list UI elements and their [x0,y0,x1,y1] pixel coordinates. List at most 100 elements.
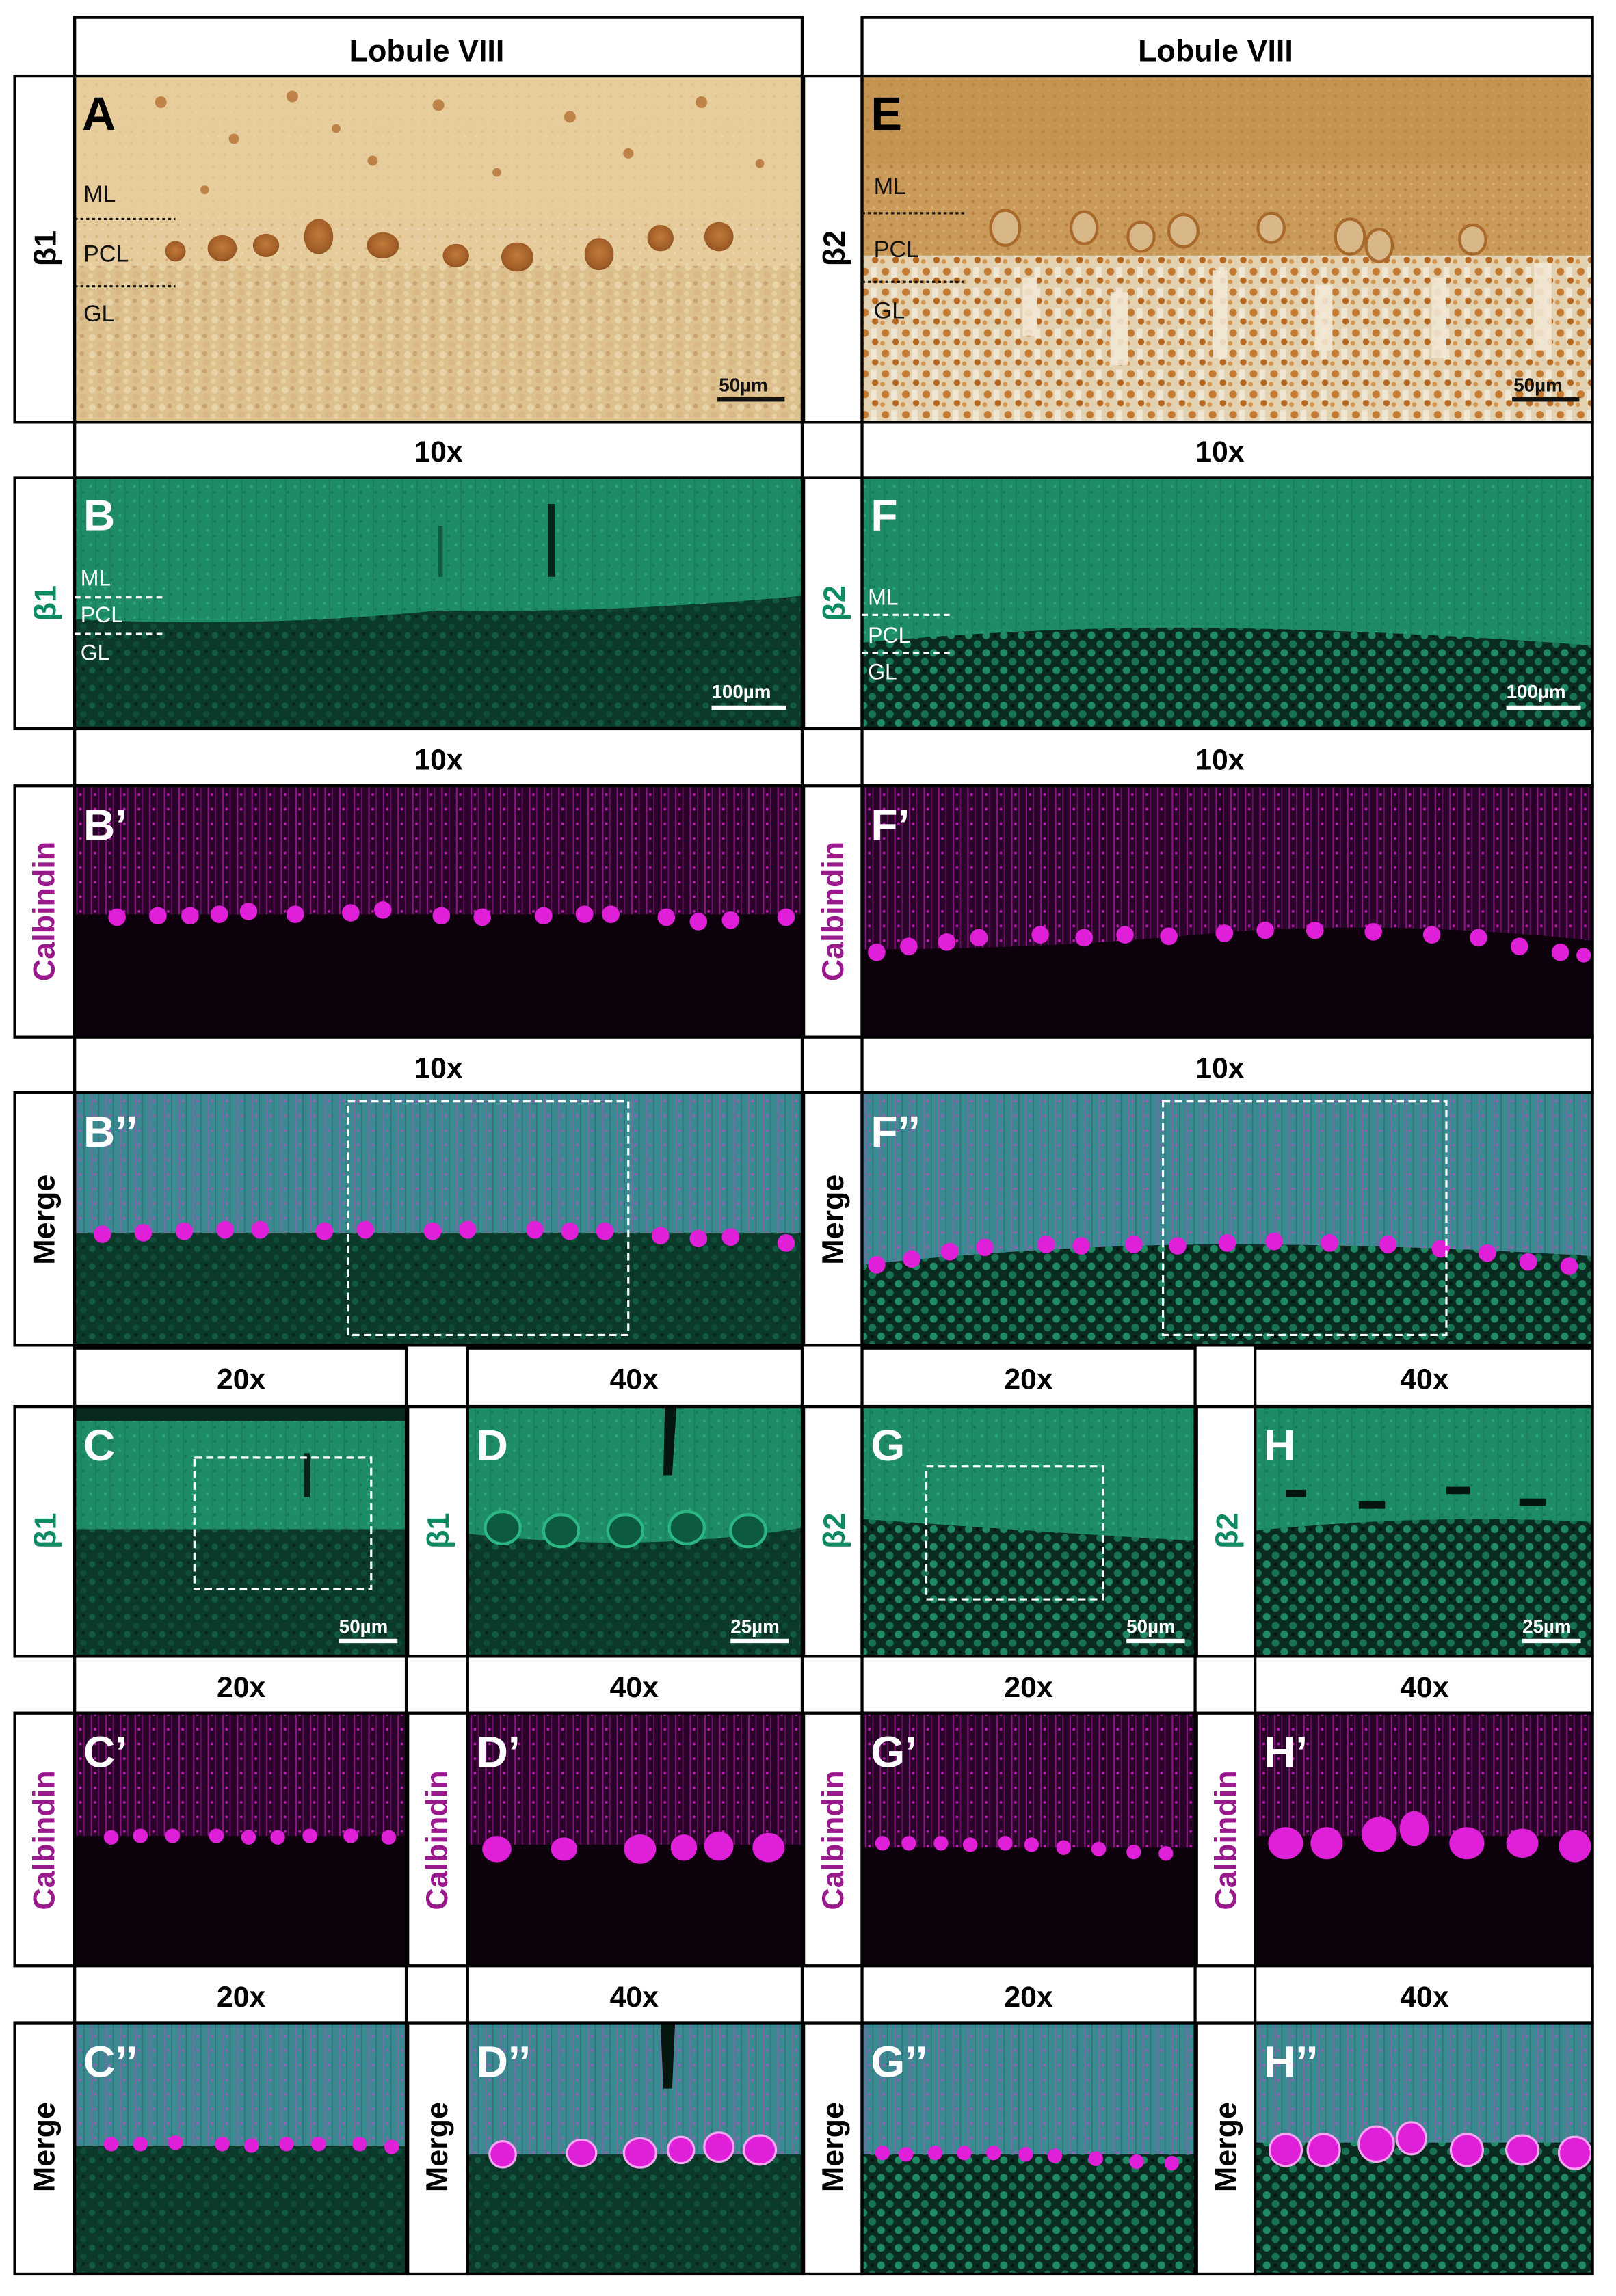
mag-40x-h: 40x [1400,1363,1449,1396]
panel-letter-f: F [871,490,897,539]
side-label-beta1-d: β1 [421,1513,455,1549]
layer-label-gl-e: GL [874,298,905,324]
side-label-beta2-g: β2 [817,1513,851,1549]
panel-letter-f2: F’’ [871,1107,920,1156]
mag-40x-h2: 40x [1400,1981,1449,2014]
mag-10x-f: 10x [1195,436,1245,468]
layer-label-pcl-e: PCL [874,237,919,263]
mag-40x-d2: 40x [610,1981,659,2014]
panel-letter-b: B [83,490,115,539]
panel-letter-b2: B’’ [83,1107,138,1156]
panel-d-image [467,1406,802,1657]
panel-a-image [75,76,802,423]
layer-label-gl-b: GL [81,641,110,665]
panel-d2-image [467,2023,802,2274]
layer-label-pcl-f: PCL [868,623,910,648]
side-label-merge-g2: Merge [815,2102,850,2192]
panel-g2-image [862,2023,1195,2274]
mag-40x-h1: 40x [1400,1671,1449,1704]
side-label-merge-c2: Merge [26,2102,61,2192]
mag-20x-c1: 20x [217,1671,266,1704]
layer-label-ml-b: ML [81,566,111,591]
header-lobule-right: Lobule VIII [1138,34,1293,68]
panel-h1-image [1255,1713,1593,1966]
panel-letter-e: E [871,88,902,140]
scale-bar-label-h: 25µm [1522,1616,1572,1637]
scale-bar-label-a: 50µm [719,374,768,395]
mag-20x-g1: 20x [1004,1671,1053,1704]
panel-letter-h1: H’ [1264,1728,1308,1777]
layer-label-gl-f: GL [868,659,897,684]
layer-label-pcl-b: PCL [81,602,123,627]
mag-20x-c2: 20x [217,1981,266,2014]
layer-label-pcl-a: PCL [83,241,129,267]
panel-b-image [75,477,802,729]
panel-letter-a: A [82,88,116,140]
mag-20x-g2: 20x [1004,1981,1053,2014]
side-label-beta1-b: β1 [27,585,62,621]
panel-f1-image [862,786,1593,1037]
scale-bar-h [1522,1638,1581,1644]
scale-bar-g [1126,1638,1185,1644]
scale-bar-label-c: 50µm [339,1616,388,1637]
scale-bar-label-e: 50µm [1513,374,1563,395]
mag-10x-f1: 10x [1195,744,1245,777]
mag-40x-d: 40x [610,1363,659,1396]
side-label-calbindin-c1: Calbindin [26,1770,61,1910]
mag-10x-b2: 10x [414,1052,463,1084]
mag-20x-g: 20x [1004,1363,1053,1396]
panel-h-image [1255,1406,1593,1657]
panel-f2-image [862,1092,1593,1346]
panel-letter-h: H [1264,1421,1295,1470]
panel-letter-h2: H’’ [1264,2038,1319,2087]
panel-letter-c2: C’’ [83,2038,138,2087]
layer-label-gl-a: GL [83,301,115,327]
mag-10x-f2: 10x [1195,1052,1245,1084]
panel-letter-g: G [871,1421,905,1470]
side-label-calbindin-d1: Calbindin [419,1770,454,1910]
scale-bar-label-b: 100µm [712,681,771,702]
panel-g1-image [862,1713,1195,1966]
panel-letter-c: C [83,1421,115,1470]
panel-letter-d: D [477,1421,508,1470]
panel-letter-d2: D’’ [477,2038,531,2087]
panel-f-image [862,477,1593,729]
panel-letter-g1: G’ [871,1728,917,1777]
side-label-calbindin-f1: Calbindin [815,842,850,981]
panel-c2-image [75,2023,407,2274]
panel-g-image [862,1406,1195,1657]
scale-bar-d [730,1638,789,1644]
panel-c1-image [75,1713,407,1966]
side-label-calbindin-h1: Calbindin [1208,1770,1243,1910]
side-label-beta2-h: β2 [1210,1513,1245,1549]
panel-letter-d1: D’ [477,1728,520,1777]
scale-bar-label-d: 25µm [730,1616,780,1637]
side-label-beta2-f: β2 [817,585,851,621]
side-label-merge-f2: Merge [815,1175,850,1265]
side-label-calbindin-g1: Calbindin [815,1770,850,1910]
header-lobule-left: Lobule VIII [349,34,505,68]
panel-b1-image [75,786,802,1037]
panel-letter-b1: B’ [83,800,127,849]
scale-bar-a [717,397,785,402]
scale-bar-b [711,705,786,710]
side-label-merge-h2: Merge [1208,2102,1243,2192]
panel-d1-image [467,1713,802,1966]
mag-10x-b1: 10x [414,744,463,777]
layer-label-ml-a: ML [83,181,116,207]
side-label-merge-b2: Merge [26,1175,61,1265]
scale-bar-c [339,1638,398,1644]
side-label-beta1-c: β1 [27,1513,62,1549]
layer-label-ml-e: ML [874,174,906,200]
scale-bar-f [1506,705,1581,710]
panel-c-image [75,1406,407,1657]
scale-bar-label-g: 50µm [1126,1616,1176,1637]
scale-bar-label-f: 100µm [1507,681,1566,702]
side-label-merge-d2: Merge [419,2102,454,2192]
side-label-calbindin-b1: Calbindin [26,842,61,981]
panel-letter-g2: G’’ [871,2038,927,2087]
side-label-beta1-a: β1 [27,230,62,266]
side-label-beta2-e: β2 [817,230,851,266]
panel-letter-f1: F’ [871,800,910,849]
